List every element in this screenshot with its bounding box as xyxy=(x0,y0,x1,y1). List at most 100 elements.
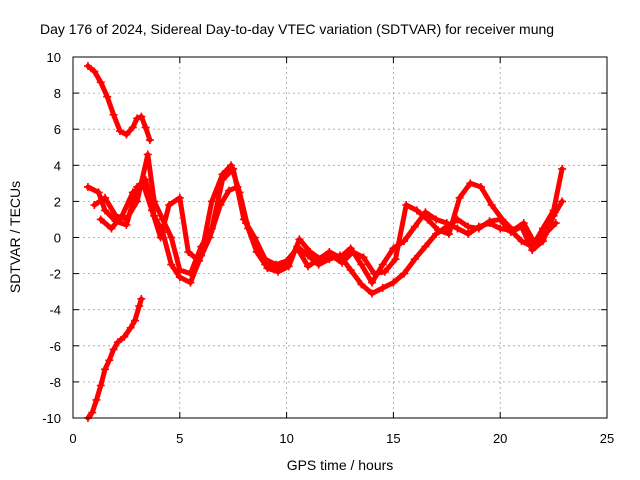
data-point xyxy=(412,206,421,215)
data-point xyxy=(370,269,379,278)
data-point xyxy=(434,226,443,235)
data-point xyxy=(94,188,103,197)
x-tick-label: 5 xyxy=(176,431,183,446)
data-point xyxy=(167,260,176,269)
data-point xyxy=(378,260,387,269)
data-point xyxy=(83,182,92,191)
data-point xyxy=(175,193,184,202)
data-point xyxy=(551,219,560,228)
data-point xyxy=(391,255,400,264)
data-point xyxy=(175,265,184,274)
data-point xyxy=(476,182,485,191)
data-point xyxy=(410,222,419,231)
data-point xyxy=(205,233,214,242)
data-point xyxy=(421,242,430,251)
y-tick-label: 2 xyxy=(54,194,61,209)
data-point xyxy=(145,136,154,145)
data-point xyxy=(368,289,377,298)
data-point xyxy=(487,201,496,210)
series-track-main-c xyxy=(96,179,560,278)
data-point xyxy=(137,112,146,121)
y-axis-label: SDTVAR / TECUs xyxy=(7,181,23,293)
data-point xyxy=(509,226,518,235)
series-track-upper-left xyxy=(83,62,154,145)
data-point xyxy=(148,206,157,215)
x-tick-label: 20 xyxy=(493,431,507,446)
y-tick-label: 4 xyxy=(54,158,61,173)
data-point xyxy=(378,284,387,293)
data-point xyxy=(464,229,473,238)
data-point xyxy=(107,224,116,233)
data-point xyxy=(101,206,110,215)
data-point xyxy=(474,222,483,231)
data-point xyxy=(380,267,389,276)
data-point xyxy=(498,215,507,224)
data-point xyxy=(368,278,377,287)
data-point xyxy=(432,215,441,224)
data-point xyxy=(229,164,238,173)
data-point xyxy=(130,316,139,325)
data-point xyxy=(464,222,473,231)
data-point xyxy=(90,67,99,76)
data-point xyxy=(184,247,193,256)
data-point xyxy=(126,323,135,332)
data-point xyxy=(92,395,101,404)
data-point xyxy=(402,201,411,210)
data-point xyxy=(122,215,131,224)
data-point xyxy=(271,260,280,269)
data-point xyxy=(133,197,142,206)
data-point xyxy=(410,255,419,264)
y-tick-label: 8 xyxy=(54,86,61,101)
data-point xyxy=(128,123,137,132)
y-tick-label: -2 xyxy=(49,267,61,282)
y-tick-label: -8 xyxy=(49,375,61,390)
data-point xyxy=(423,215,432,224)
data-point xyxy=(96,381,105,390)
data-point xyxy=(101,365,110,374)
data-point xyxy=(252,242,261,251)
data-point xyxy=(517,237,526,246)
data-point xyxy=(284,262,293,271)
data-point xyxy=(357,280,366,289)
data-point xyxy=(242,219,251,228)
y-tick-label: 6 xyxy=(54,122,61,137)
data-point xyxy=(96,78,105,87)
data-point xyxy=(466,179,475,188)
data-point xyxy=(133,114,142,123)
data-point xyxy=(263,264,272,273)
data-point xyxy=(175,273,184,282)
data-point xyxy=(135,302,144,311)
data-point xyxy=(295,235,304,244)
y-tick-label: 10 xyxy=(47,50,61,65)
data-point xyxy=(218,175,227,184)
data-point xyxy=(141,123,150,132)
data-point xyxy=(186,278,195,287)
data-point xyxy=(186,269,195,278)
data-point xyxy=(195,256,204,265)
data-point xyxy=(156,233,165,242)
data-point xyxy=(115,127,124,136)
data-point xyxy=(453,224,462,233)
data-point xyxy=(400,269,409,278)
data-point xyxy=(113,338,122,347)
data-point xyxy=(109,345,118,354)
data-point xyxy=(101,193,110,202)
data-point xyxy=(541,229,550,238)
data-point xyxy=(530,238,539,247)
data-point xyxy=(165,201,174,210)
data-point xyxy=(139,181,148,190)
data-point xyxy=(128,188,137,197)
data-point xyxy=(167,233,176,242)
data-point xyxy=(105,356,114,365)
data-point xyxy=(389,278,398,287)
y-tick-label: -4 xyxy=(49,303,61,318)
data-points xyxy=(83,62,567,422)
data-point xyxy=(455,193,464,202)
data-point xyxy=(137,294,146,303)
data-point xyxy=(109,110,118,119)
data-point xyxy=(88,408,97,417)
data-point xyxy=(558,197,567,206)
data-point xyxy=(558,164,567,173)
data-point xyxy=(274,267,283,276)
axis-ticks: 0 5 10 15 20 25 -10 -8 -6 -4 -2 0 2 4 6 8 10 xyxy=(42,50,614,446)
